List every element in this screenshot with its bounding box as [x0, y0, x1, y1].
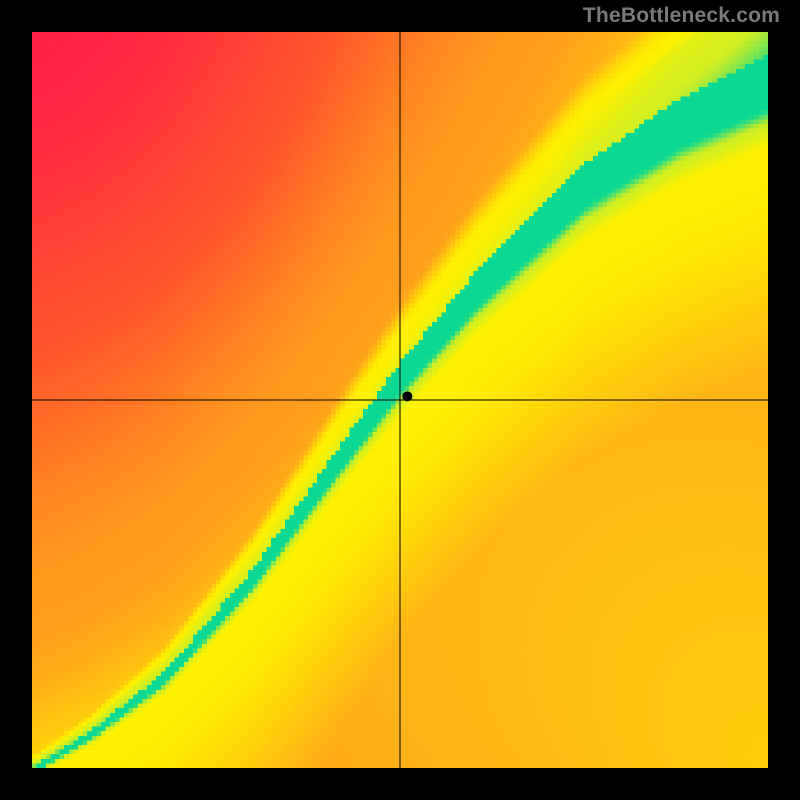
bottleneck-heatmap [32, 32, 768, 768]
chart-container: TheBottleneck.com [0, 0, 800, 800]
watermark-text: TheBottleneck.com [583, 4, 780, 28]
